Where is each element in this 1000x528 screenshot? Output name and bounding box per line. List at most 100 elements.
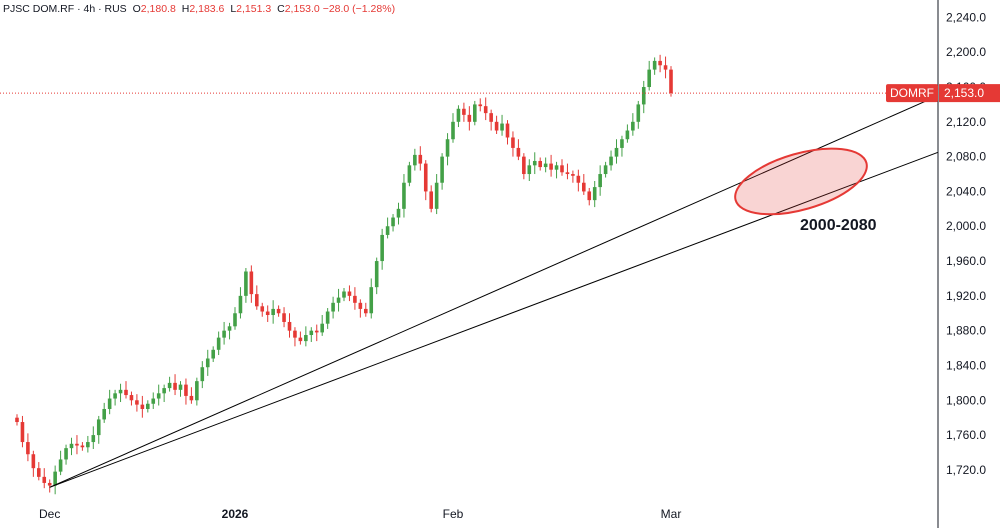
open-value: 2,180.8 [140,3,176,15]
candle-body [184,384,188,396]
candle-body [538,160,542,168]
candle-body [587,191,592,201]
support-zone-label: 2000-2080 [800,217,877,234]
change-value: −28.0 (−1.28%) [322,3,396,15]
symbol-tag: DOMRF [890,86,934,100]
trendline-1[interactable] [49,95,939,488]
candle-body [195,381,199,401]
candle-body [407,165,412,183]
candle-body [423,163,428,192]
price-tick-label: 2,120.0 [946,115,986,129]
time-axis[interactable]: Dec 2026 Feb Mar [39,507,681,521]
candle-body [353,295,357,303]
close-key: C [277,3,285,15]
candle-body [576,175,581,183]
candle-body [658,60,662,66]
candle-body [53,471,57,486]
candle-body [96,419,101,436]
candle-body [282,313,286,322]
candle-body [331,302,335,312]
candle-body [298,337,303,342]
support-zone-ellipse[interactable] [728,136,874,227]
candle-body [287,321,292,331]
candle-body [641,87,646,105]
candle-body [347,291,352,296]
candle-body [42,476,47,483]
candle-body [189,395,194,401]
candle-body [456,108,461,122]
candle-body [20,422,25,443]
candle-body [429,191,433,209]
candle-body [374,261,379,288]
candle-body [107,398,112,409]
candle-body [75,443,79,446]
zone-layer: 2000-2080 [728,136,877,234]
price-tick-label: 2,240.0 [946,10,986,24]
candle-body [473,104,477,122]
candle-body [238,295,243,314]
candle-body [543,163,548,168]
candle-body [124,389,128,396]
candle-body [625,130,630,140]
candle-body [129,395,134,401]
candle-body [135,400,139,405]
price-tag-bg [939,84,1000,103]
candle-body [276,308,281,314]
candle-body [385,226,390,235]
candle-body [325,311,330,324]
candle-body [647,69,651,88]
price-tick-label: 1,920.0 [946,289,986,303]
candle-body [413,154,417,166]
candle-body [342,291,346,298]
candle-body [200,367,205,382]
candle-body [663,65,668,70]
candle-body [669,69,673,94]
candle-body [609,156,613,166]
trendlines-layer [49,95,939,488]
candle-body [320,323,324,333]
candle-body [309,330,314,336]
candle-body [146,403,150,409]
price-tick-label: 1,800.0 [946,393,986,407]
date-tick-label: Feb [443,507,464,521]
date-tick-label: Dec [39,507,60,521]
candle-body [598,174,602,188]
candle-body [205,358,210,368]
candle-body [31,454,36,469]
candle-body [494,121,499,131]
price-tag: 2,153.0 [944,86,984,100]
candle-body [293,330,297,338]
candle-body [64,448,68,460]
candle-body [582,182,586,192]
price-axis[interactable]: 2,240.02,200.02,160.02,120.02,080.02,040… [946,10,986,476]
candle-body [554,165,559,170]
candle-body [614,147,619,157]
candle-body [592,187,597,201]
date-tick-label: Mar [661,507,682,521]
trendline-2[interactable] [49,151,939,488]
candle-body [489,113,493,122]
candles-layer [15,54,673,495]
low-value: 2,151.3 [236,3,272,15]
candle-body [167,382,172,389]
candle-body [358,302,363,309]
candle-body [265,311,270,316]
candle-body [255,294,259,307]
candle-body [636,104,641,122]
price-tick-label: 2,080.0 [946,150,986,164]
candle-body [140,404,145,409]
candle-body [162,388,166,394]
candle-body [620,139,624,148]
candle-body [26,442,30,455]
high-key: H [181,3,190,15]
candle-body [227,326,232,331]
price-tick-label: 2,200.0 [946,45,986,59]
low-key: L [230,3,237,15]
candle-body [560,165,564,173]
candle-body [565,172,570,175]
candle-body [364,308,368,314]
symbol-legend: PJSC DOM.RF · 4h · RUS O2,180.8 H2,183.6… [3,3,395,15]
candle-body [391,217,395,227]
candle-body [304,335,308,342]
